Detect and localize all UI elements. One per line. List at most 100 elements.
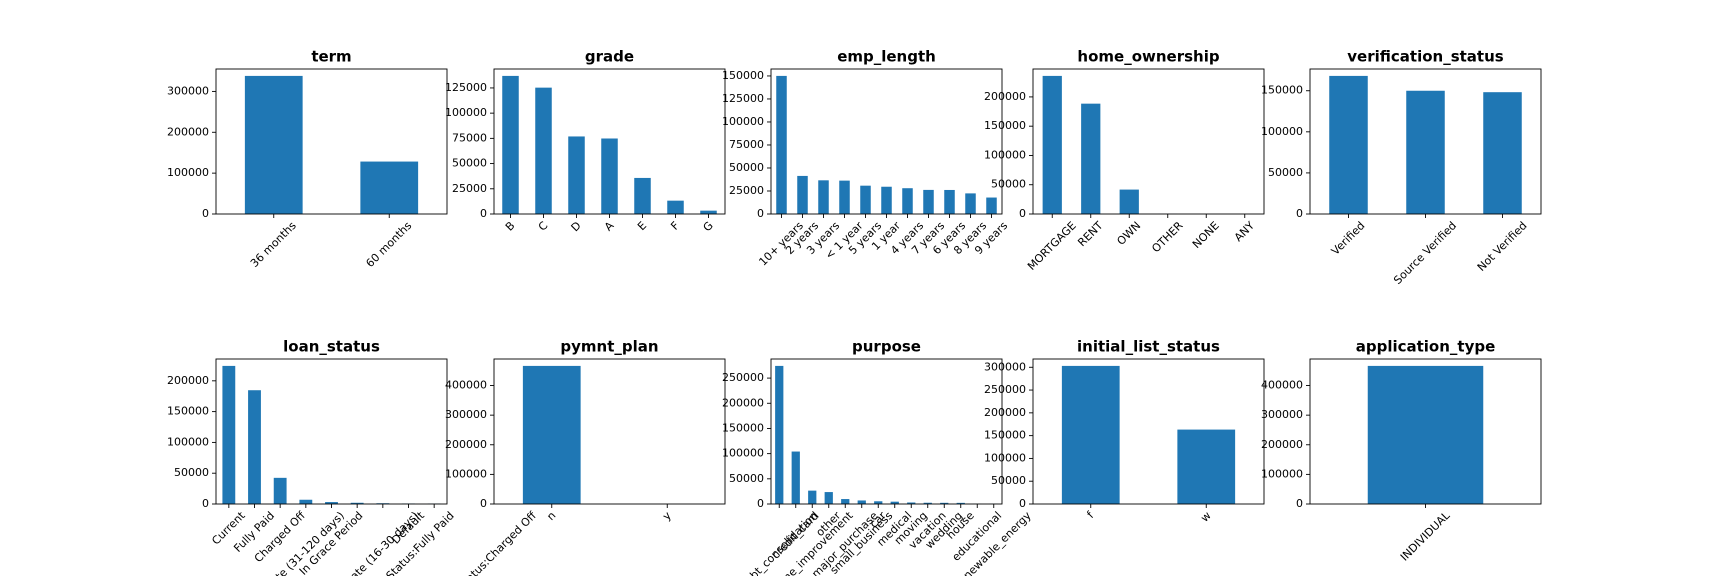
axes-frame — [215, 68, 448, 215]
y-tick-label: 100000 — [722, 447, 764, 460]
subplot-title: initial_list_status — [1077, 338, 1220, 356]
y-tick-label: 300000 — [984, 360, 1026, 373]
y-tick-label: 0 — [480, 207, 487, 220]
x-tick-label: INDIVIDUAL — [1398, 508, 1453, 563]
y-tick-label: 100000 — [445, 106, 487, 119]
subplot-title: pymnt_plan — [560, 338, 658, 356]
y-tick-label: 50000 — [729, 472, 764, 485]
y-tick-label: 0 — [1019, 497, 1026, 510]
subplot-title: emp_length — [837, 48, 936, 66]
x-tick-label: 60 months — [363, 219, 414, 270]
y-tick-label: 200000 — [167, 125, 209, 138]
bar — [1406, 90, 1445, 214]
subplot-title: term — [311, 48, 351, 66]
x-tick-label: NONE — [1190, 219, 1222, 251]
x-tick-label: F — [668, 219, 682, 233]
bar — [818, 180, 829, 214]
y-tick-label: 300000 — [1261, 408, 1303, 421]
y-tick-label: 50000 — [452, 157, 487, 170]
bar — [775, 365, 784, 504]
y-tick-label: 25000 — [452, 182, 487, 195]
bar — [776, 75, 787, 215]
bar — [890, 501, 899, 504]
y-tick-label: 150000 — [722, 421, 764, 434]
bar — [248, 390, 261, 504]
y-tick-label: 125000 — [445, 81, 487, 94]
bar — [273, 477, 287, 504]
y-tick-label: 400000 — [445, 379, 487, 392]
bar — [634, 177, 651, 214]
x-tick-label: OTHER — [1149, 219, 1185, 255]
y-tick-label: 100000 — [984, 148, 1026, 161]
axes-frame — [215, 358, 448, 505]
subplot-title: verification_status — [1347, 48, 1503, 66]
bar — [1042, 75, 1062, 214]
y-tick-label: 25000 — [729, 184, 764, 197]
y-tick-label: 150000 — [167, 405, 209, 418]
bar — [350, 502, 364, 504]
x-tick-label: y — [660, 509, 674, 523]
y-tick-label: 100000 — [722, 115, 764, 128]
bar — [601, 138, 618, 214]
x-tick-label: Source Verified — [1391, 219, 1459, 287]
bar — [1081, 103, 1101, 214]
bar — [944, 189, 955, 214]
y-tick-label: 250000 — [722, 371, 764, 384]
bar — [857, 500, 866, 504]
y-tick-label: 200000 — [445, 438, 487, 451]
y-tick-label: 200000 — [722, 396, 764, 409]
bar — [874, 501, 883, 504]
y-tick-label: 0 — [1296, 207, 1303, 220]
x-tick-label: A — [602, 219, 617, 234]
y-tick-label: 400000 — [1261, 379, 1303, 392]
subplot-title: purpose — [852, 338, 921, 356]
axes-frame — [493, 358, 726, 505]
x-tick-label: Verified — [1329, 219, 1368, 258]
bar — [1483, 92, 1522, 214]
bar — [797, 175, 808, 214]
x-tick-label: f — [1084, 508, 1097, 521]
y-tick-label: 250000 — [984, 383, 1026, 396]
bar — [791, 451, 800, 504]
bar — [860, 185, 871, 214]
axes-frame — [1309, 358, 1542, 505]
bar — [1329, 75, 1368, 214]
x-tick-label: D — [569, 219, 584, 234]
y-tick-label: 125000 — [722, 92, 764, 105]
bar — [325, 502, 338, 504]
y-tick-label: 0 — [1296, 497, 1303, 510]
bar — [907, 502, 916, 504]
y-tick-label: 150000 — [1261, 84, 1303, 97]
y-tick-label: 0 — [757, 497, 764, 510]
bar — [535, 87, 552, 214]
bar — [700, 210, 717, 214]
y-tick-label: 200000 — [984, 406, 1026, 419]
y-tick-label: 0 — [202, 207, 209, 220]
y-tick-label: 100000 — [1261, 467, 1303, 480]
bar — [986, 197, 997, 214]
bar — [522, 365, 581, 504]
x-tick-label: G — [701, 219, 716, 234]
x-tick-label: E — [635, 219, 649, 233]
y-tick-label: 100000 — [445, 467, 487, 480]
bar — [1367, 365, 1484, 504]
y-tick-label: 200000 — [984, 90, 1026, 103]
axes-frame — [1032, 358, 1265, 505]
x-tick-label: B — [503, 219, 518, 234]
y-tick-label: 100000 — [1261, 125, 1303, 138]
subplot-title: grade — [585, 48, 634, 66]
bar — [881, 186, 892, 214]
x-tick-label: RENT — [1075, 219, 1105, 249]
bar — [808, 490, 817, 504]
y-tick-label: 0 — [480, 497, 487, 510]
x-tick-label: C — [536, 219, 551, 234]
y-tick-label: 150000 — [722, 69, 764, 82]
y-tick-label: 200000 — [167, 374, 209, 387]
bar — [502, 75, 519, 214]
y-tick-label: 0 — [757, 207, 764, 220]
bar — [956, 502, 965, 504]
y-tick-label: 50000 — [991, 178, 1026, 191]
x-tick-label: OWN — [1114, 219, 1143, 248]
